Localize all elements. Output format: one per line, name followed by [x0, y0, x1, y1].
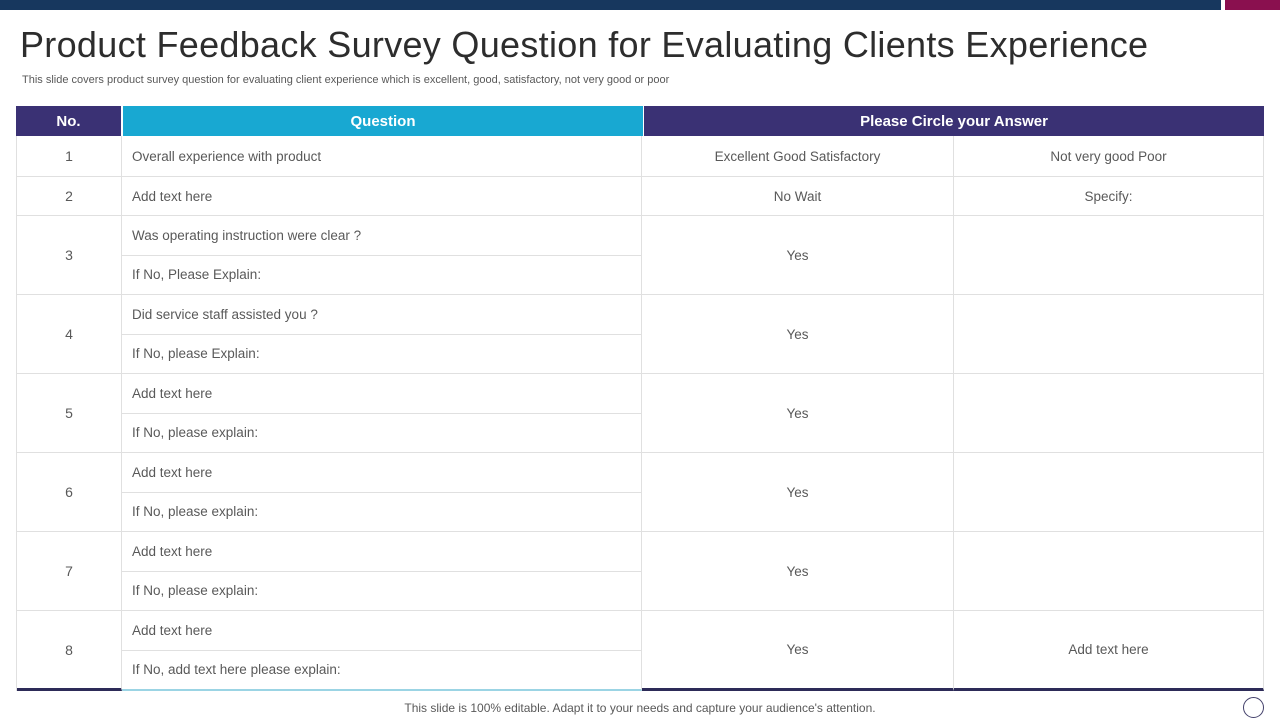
question-line: If No, please explain:: [122, 412, 641, 453]
question-line: Add text here: [132, 543, 213, 559]
question-cell: Overall experience with product: [122, 136, 642, 176]
row-number: 4: [17, 295, 122, 373]
question-line: Add text here: [132, 385, 213, 401]
row-number: 7: [17, 532, 122, 610]
question-line: Did service staff assisted you ?: [132, 306, 318, 322]
answer-cell-primary: Yes: [642, 611, 954, 691]
question-line: Overall experience with product: [132, 148, 322, 164]
question-cell: Add text here If No, please explain:: [122, 453, 642, 531]
table-row: 3 Was operating instruction were clear ?…: [16, 216, 1264, 295]
answer-cell-primary: Yes: [642, 295, 954, 373]
top-bar-gap: [1221, 0, 1225, 10]
row-number: 5: [17, 374, 122, 452]
table-row: 6 Add text here If No, please explain: Ye…: [16, 453, 1264, 532]
question-cell: Add text here If No, please explain:: [122, 532, 642, 610]
question-line: If No, Please Explain:: [122, 254, 641, 295]
column-header-answer: Please Circle your Answer: [644, 106, 1264, 136]
row-number: 6: [17, 453, 122, 531]
header-gap: [121, 106, 123, 136]
answer-cell-primary: Yes: [642, 453, 954, 531]
survey-table: No. Question Please Circle your Answer 1…: [16, 106, 1264, 691]
answer-cell-secondary: [954, 453, 1264, 531]
table-row: 5 Add text here If No, please explain: Ye…: [16, 374, 1264, 453]
question-line: If No, add text here please explain:: [122, 649, 641, 690]
table-row: 4 Did service staff assisted you ? If No,…: [16, 295, 1264, 374]
question-cell: Was operating instruction were clear ? If…: [122, 216, 642, 294]
table-row: 8 Add text here If No, add text here plea…: [16, 611, 1264, 691]
header-gap: [643, 106, 644, 136]
answer-cell-primary: Yes: [642, 532, 954, 610]
question-cell: Add text here: [122, 177, 642, 215]
row-number: 2: [17, 177, 122, 215]
page-subtitle: This slide covers product survey questio…: [22, 74, 670, 86]
question-line: Add text here: [132, 622, 213, 638]
answer-cell-secondary: [954, 295, 1264, 373]
top-bar-navy-segment: [0, 0, 1221, 10]
answer-cell-primary: Yes: [642, 216, 954, 294]
question-line: If No, please explain:: [122, 491, 641, 532]
answer-cell-secondary: Add text here: [954, 611, 1264, 691]
row-number: 3: [17, 216, 122, 294]
question-line: If No, please explain:: [122, 570, 641, 611]
question-cell: Add text here If No, add text here please…: [122, 611, 642, 691]
page-title: Product Feedback Survey Question for Eva…: [20, 24, 1149, 65]
row-number: 1: [17, 136, 122, 176]
table-row: 2 Add text here No Wait Specify:: [16, 177, 1264, 216]
table-row: 7 Add text here If No, please explain: Ye…: [16, 532, 1264, 611]
table-row: 1 Overall experience with product Excell…: [16, 136, 1264, 177]
question-cell: Did service staff assisted you ? If No, p…: [122, 295, 642, 373]
column-header-no: No.: [16, 106, 121, 136]
question-cell: Add text here If No, please explain:: [122, 374, 642, 452]
table-header-row: No. Question Please Circle your Answer: [16, 106, 1264, 136]
question-line: Add text here: [132, 188, 213, 204]
answer-cell-primary: Yes: [642, 374, 954, 452]
column-header-question: Question: [123, 106, 643, 136]
answer-cell-secondary: [954, 374, 1264, 452]
top-accent-bar: [0, 0, 1280, 10]
answer-cell-secondary: Not very good Poor: [954, 136, 1264, 176]
question-line: Was operating instruction were clear ?: [132, 227, 362, 243]
question-line: Add text here: [132, 464, 213, 480]
top-bar-magenta-segment: [1225, 0, 1280, 10]
footer-note: This slide is 100% editable. Adapt it to…: [404, 701, 876, 715]
answer-cell-primary: No Wait: [642, 177, 954, 215]
row-number: 8: [17, 611, 122, 691]
question-line: If No, please Explain:: [122, 333, 641, 374]
answer-cell-primary: Excellent Good Satisfactory: [642, 136, 954, 176]
answer-cell-secondary: [954, 216, 1264, 294]
table-body: 1 Overall experience with product Excell…: [16, 136, 1264, 691]
answer-cell-secondary: Specify:: [954, 177, 1264, 215]
circle-outline-icon: [1243, 697, 1264, 718]
answer-cell-secondary: [954, 532, 1264, 610]
